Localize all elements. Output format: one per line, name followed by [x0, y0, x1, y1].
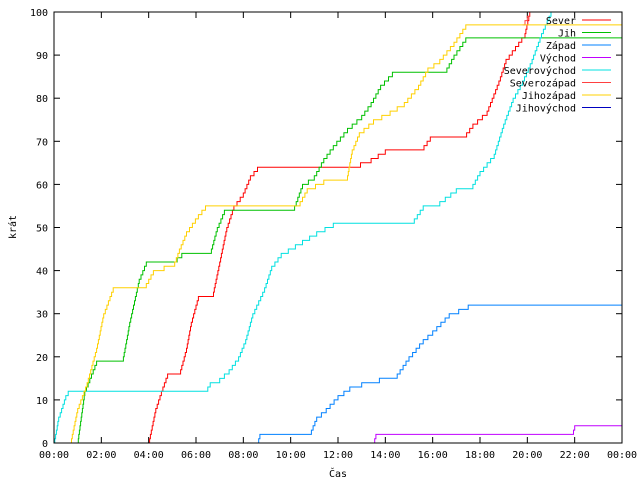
y-tick-label: 40 [36, 267, 48, 278]
legend-label: Jih [558, 29, 576, 40]
x-tick-label: 02:00 [86, 450, 116, 461]
series-line-4 [54, 12, 552, 443]
y-tick-label: 20 [36, 353, 48, 364]
axis-ticks: 0 10 20 30 40 50 60 70 80 90 100 00:00 02:00 04:00 06:… [30, 8, 637, 461]
y-tick-label: 70 [36, 137, 48, 148]
legend-label: Jihovýchod [516, 103, 576, 115]
x-tick-label: 00:00 [607, 450, 637, 461]
legend-label: Jihozápad [522, 90, 576, 102]
x-tick-label: 12:00 [323, 450, 353, 461]
y-tick-label: 30 [36, 310, 48, 321]
y-tick-label: 100 [30, 8, 48, 19]
x-tick-label: 18:00 [465, 450, 495, 461]
series-line-1 [54, 37, 622, 443]
y-tick-label: 80 [36, 94, 48, 105]
y-tick-label: 0 [42, 439, 48, 450]
legend: Sever JihZápadVýchodSeverovýchodSeverozáp… [504, 16, 611, 115]
y-tick-label: 50 [36, 224, 48, 235]
x-tick-label: 16:00 [418, 450, 448, 461]
y-tick-label: 10 [36, 396, 48, 407]
x-tick-label: 22:00 [560, 450, 590, 461]
y-axis-title: krát [7, 215, 19, 239]
y-tick-label: 60 [36, 180, 48, 191]
x-axis-title: Čas [329, 467, 347, 480]
y-tick-label: 90 [36, 51, 48, 62]
plot-border [53, 11, 623, 444]
x-tick-label: 10:00 [276, 450, 306, 461]
series-line-6 [54, 24, 622, 443]
series-lines [54, 12, 622, 443]
series-line-3 [54, 425, 622, 443]
x-tick-label: 20:00 [512, 450, 542, 461]
series-line-0 [54, 12, 531, 443]
series-line-2 [54, 304, 622, 443]
x-tick-label: 04:00 [134, 450, 164, 461]
legend-label: Západ [546, 40, 576, 52]
legend-label: Východ [540, 53, 576, 65]
x-tick-label: 14:00 [370, 450, 400, 461]
x-tick-label: 06:00 [181, 450, 211, 461]
legend-label: Sever [546, 16, 576, 27]
x-tick-label: 08:00 [228, 450, 258, 461]
legend-label: Severozápad [510, 78, 576, 90]
legend-label: Severovýchod [504, 65, 576, 77]
x-tick-label: 00:00 [39, 450, 69, 461]
